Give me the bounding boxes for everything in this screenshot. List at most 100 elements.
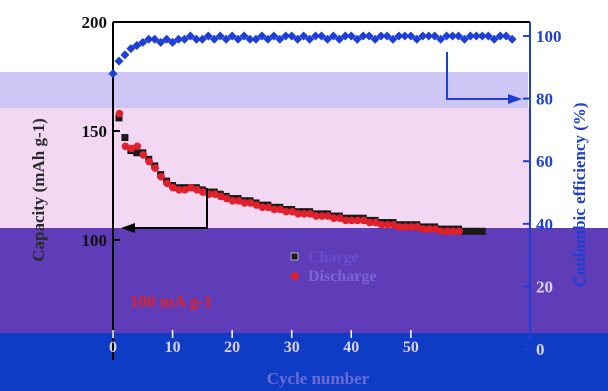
coulombic-efficiency-point <box>168 37 178 47</box>
discharge-point <box>389 220 398 229</box>
x-tick-label: 40 <box>343 339 359 356</box>
arrow-left <box>121 188 208 233</box>
discharge-point <box>401 223 410 231</box>
discharge-point <box>115 109 124 118</box>
discharge-point <box>419 225 428 233</box>
discharge-point <box>210 190 219 199</box>
legend: Charge Discharge <box>290 249 376 285</box>
charge-point <box>466 227 474 235</box>
discharge-point <box>139 151 148 159</box>
coulombic-efficiency-point <box>364 31 374 41</box>
discharge-point <box>234 196 243 205</box>
coulombic-efficiency-point <box>340 31 350 41</box>
coulombic-efficiency-point <box>400 31 410 41</box>
discharge-point <box>407 223 416 231</box>
legend-discharge-label: Discharge <box>308 268 376 285</box>
discharge-point <box>449 227 457 236</box>
discharge-point <box>193 186 201 194</box>
discharge-point <box>336 214 344 222</box>
coulombic-efficiency-point <box>120 50 130 60</box>
discharge-point <box>318 212 326 220</box>
coulombic-efficiency-point <box>233 34 243 44</box>
coulombic-efficiency-point <box>174 34 184 44</box>
charge-point <box>133 149 141 157</box>
y-left-tick-label: 150 <box>82 122 108 141</box>
discharge-point <box>157 172 165 181</box>
coulombic-efficiency-point <box>459 34 469 44</box>
y-left-axis-label: Capacity (mAh g-1) <box>29 118 48 262</box>
y-right-tick-label: 20 <box>536 277 553 296</box>
band-blue <box>0 333 608 391</box>
x-axis-label: Cycle number <box>267 369 370 388</box>
y-right-ticks: 0 20 40 60 80 100 <box>523 27 562 359</box>
x-tick-label: 20 <box>224 339 240 356</box>
coulombic-efficiency-point <box>430 31 440 41</box>
coulombic-efficiency-point <box>191 34 201 44</box>
coulombic-efficiency-point <box>269 31 279 41</box>
discharge-point <box>455 227 463 236</box>
coulombic-efficiency-point <box>454 31 464 41</box>
coulombic-efficiency-point <box>465 31 475 41</box>
rate-annotation-text: 100 mA g-1 <box>130 292 212 311</box>
coulombic-efficiency-point <box>507 34 517 44</box>
legend-charge-label: Charge <box>308 249 359 266</box>
arrow-right-shaft <box>446 52 508 100</box>
coulombic-efficiency-point <box>114 56 124 66</box>
coulombic-efficiency-point <box>412 34 422 44</box>
coulombic-efficiency-point <box>352 34 362 44</box>
discharge-point <box>228 196 237 205</box>
discharge-point <box>431 225 439 233</box>
coulombic-efficiency-point <box>275 34 285 44</box>
coulombic-efficiency-point <box>418 31 428 41</box>
x-tick-label: 50 <box>403 339 419 356</box>
discharge-point <box>187 183 195 192</box>
discharge-point <box>163 179 171 188</box>
coulombic-efficiency-point <box>138 37 148 47</box>
coulombic-efficiency-point <box>179 34 189 44</box>
x-ticks: 0 10 20 30 40 50 <box>109 330 419 356</box>
coulombic-efficiency-point <box>293 34 303 44</box>
coulombic-efficiency-point <box>471 31 481 41</box>
discharge-point <box>246 199 255 207</box>
discharge-point <box>413 223 422 231</box>
discharge-point <box>359 216 368 225</box>
series-marks <box>108 31 517 236</box>
y-right-tick-label: 80 <box>536 90 553 109</box>
discharge-point <box>127 144 136 153</box>
discharge-point <box>199 188 207 196</box>
discharge-point <box>175 186 183 194</box>
discharge-point <box>342 216 350 225</box>
y-left-tick-label: 200 <box>82 13 108 32</box>
coulombic-efficiency-point <box>126 44 136 54</box>
coulombic-efficiency-point <box>281 31 291 41</box>
coulombic-efficiency-point <box>406 31 416 41</box>
discharge-point <box>258 203 267 212</box>
coulombic-efficiency-point <box>311 31 321 41</box>
coulombic-efficiency-point <box>245 34 255 44</box>
coulombic-efficiency-point <box>299 31 309 41</box>
coulombic-efficiency-point <box>251 34 261 44</box>
discharge-point <box>353 216 362 225</box>
discharge-point <box>437 227 445 236</box>
legend-charge-marker <box>290 252 299 261</box>
discharge-point <box>121 142 130 151</box>
coulombic-efficiency-point <box>358 31 368 41</box>
discharge-point <box>282 207 291 216</box>
discharge-point <box>395 223 404 231</box>
band-purple <box>0 228 608 333</box>
discharge-point <box>240 199 249 207</box>
x-tick-label: 0 <box>109 339 117 356</box>
coulombic-efficiency-point <box>263 34 273 44</box>
coulombic-efficiency-point <box>203 31 213 41</box>
discharge-point <box>252 201 261 209</box>
rate-annotation: 100 mA g-1 <box>130 292 212 311</box>
coulombic-efficiency-point <box>436 34 446 44</box>
coulombic-efficiency-point <box>144 34 154 44</box>
y-right-tick-label: 40 <box>536 215 553 234</box>
y-right-tick-label: 100 <box>536 27 562 46</box>
y-right-axis-label: Coulombic efficiency (%) <box>570 102 589 287</box>
discharge-point <box>306 210 314 218</box>
coulombic-efficiency-point <box>370 34 380 44</box>
coulombic-efficiency-point <box>162 34 172 44</box>
